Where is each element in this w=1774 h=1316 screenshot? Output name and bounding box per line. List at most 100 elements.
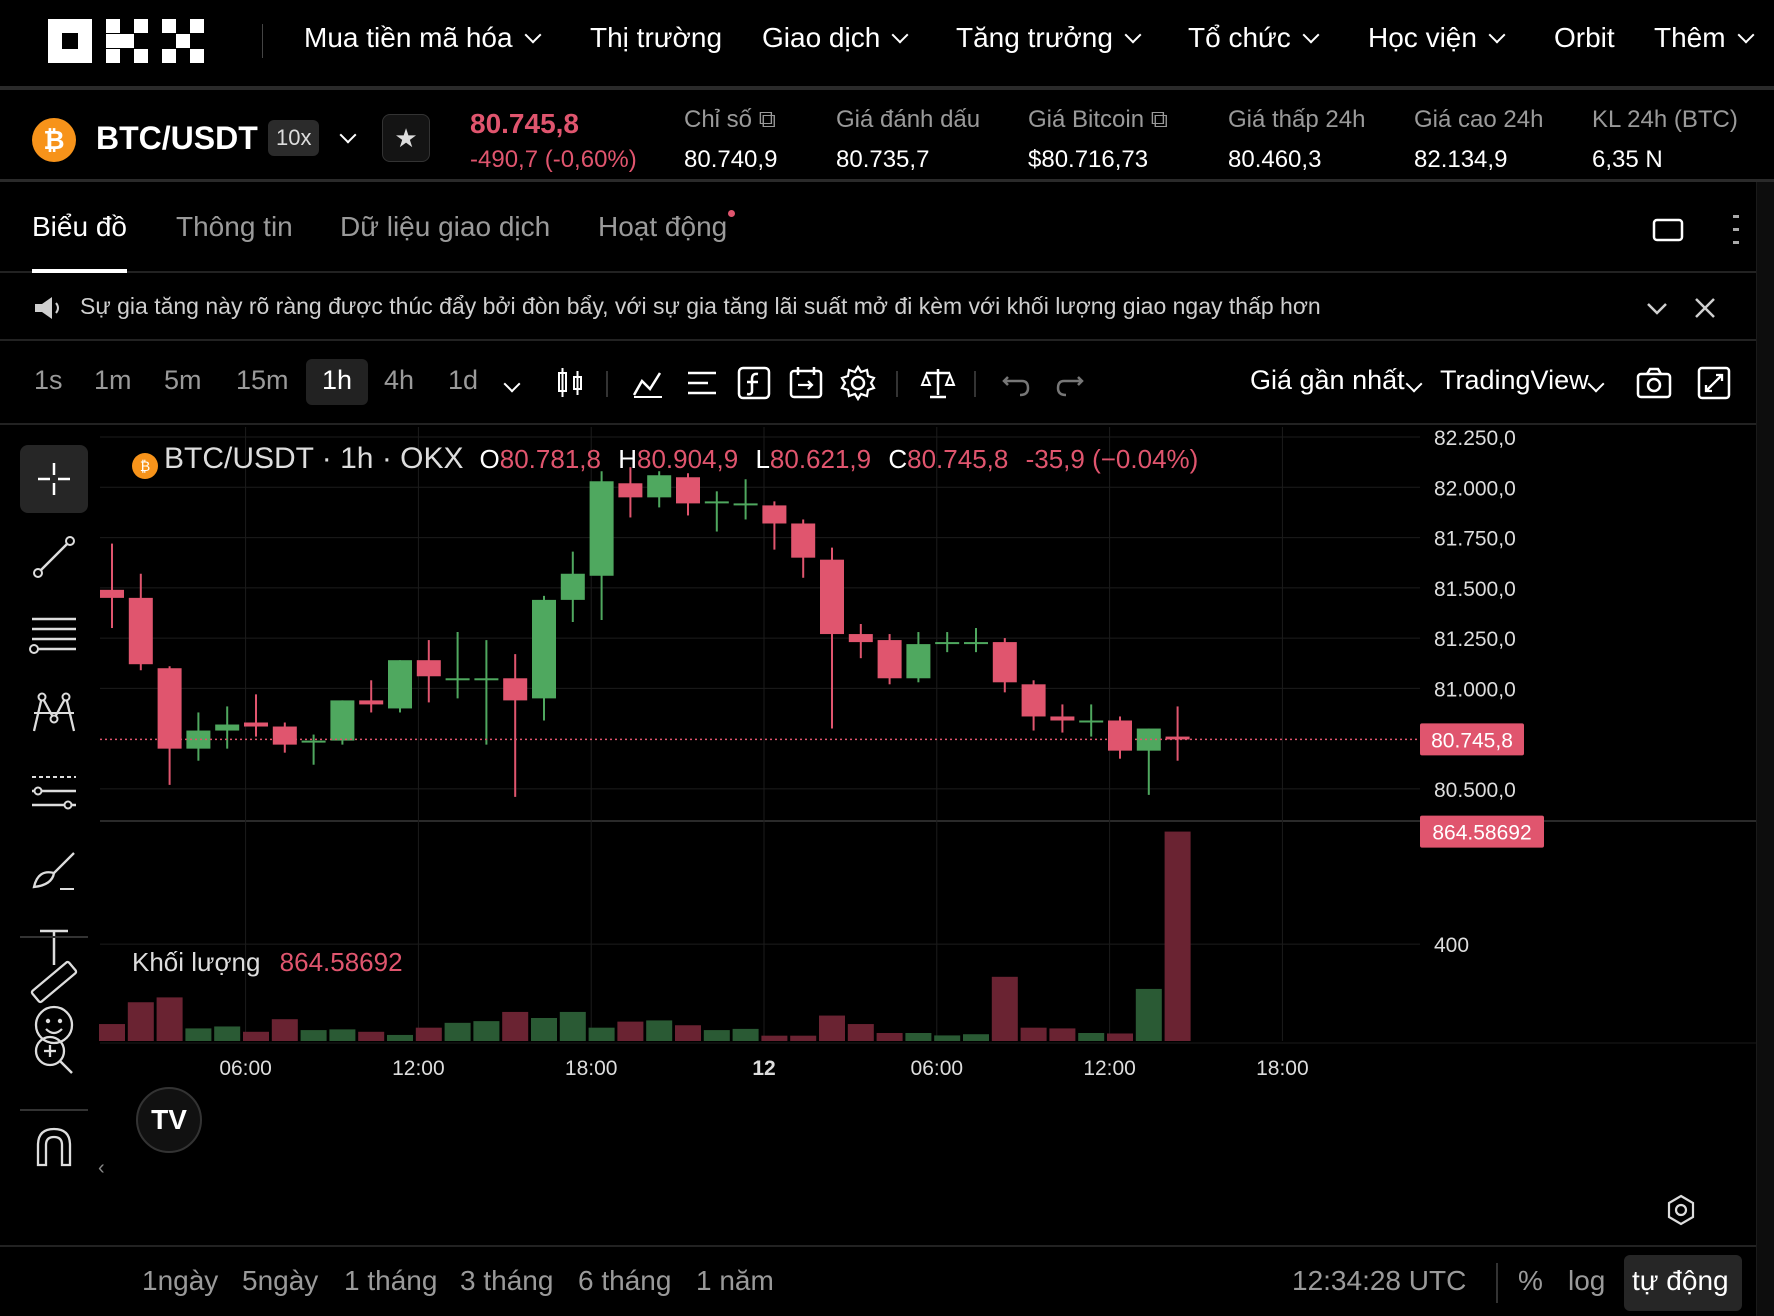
fullscreen-icon[interactable] bbox=[1694, 363, 1734, 403]
indicators-icon[interactable] bbox=[628, 363, 668, 403]
timeframe-more-chevron[interactable] bbox=[502, 375, 521, 395]
pair-selector-chevron[interactable] bbox=[338, 126, 357, 146]
price-change: -490,7 (-0,60%) bbox=[470, 146, 637, 173]
timeframe-1h[interactable]: 1h bbox=[322, 365, 353, 395]
volume-bar bbox=[732, 1028, 759, 1041]
scroll-left-chevron-icon[interactable]: ‹ bbox=[98, 1157, 105, 1179]
close-icon[interactable] bbox=[1692, 295, 1718, 326]
tab-info[interactable]: Thông tin bbox=[176, 211, 293, 242]
activity-notification-dot bbox=[728, 210, 735, 217]
log-toggle[interactable]: log bbox=[1568, 1265, 1606, 1296]
chevron-down-icon bbox=[891, 26, 909, 44]
auto-toggle[interactable]: tự động bbox=[1632, 1265, 1729, 1296]
more-vertical-icon[interactable] bbox=[1730, 213, 1742, 252]
volume-bar bbox=[243, 1031, 269, 1041]
percent-toggle[interactable]: % bbox=[1518, 1265, 1543, 1296]
range-6m[interactable]: 6 tháng bbox=[578, 1265, 672, 1296]
scale-balance-icon[interactable] bbox=[918, 363, 958, 403]
price-type-chevron[interactable] bbox=[1404, 375, 1423, 395]
content-tabs: Biểu đồ Thông tin Dữ liệu giao dịch Hoạt… bbox=[0, 185, 1756, 273]
function-icon[interactable] bbox=[734, 363, 774, 403]
time-tick-label: 12:00 bbox=[1083, 1057, 1136, 1080]
candle-body bbox=[1165, 736, 1190, 740]
layout-icon[interactable] bbox=[1652, 217, 1684, 248]
range-1m[interactable]: 1 tháng bbox=[344, 1265, 438, 1296]
timeframe-1s[interactable]: 1s bbox=[34, 365, 63, 395]
pattern-icon[interactable] bbox=[24, 683, 84, 743]
tab-chart[interactable]: Biểu đồ bbox=[32, 211, 127, 242]
crosshair-icon[interactable] bbox=[24, 449, 84, 509]
forecast-icon[interactable] bbox=[24, 761, 84, 821]
tab-activity[interactable]: Hoạt động bbox=[598, 211, 728, 242]
timeframe-1m[interactable]: 1m bbox=[94, 365, 132, 395]
magnet-icon[interactable] bbox=[24, 1117, 84, 1177]
undo-icon[interactable] bbox=[996, 363, 1036, 403]
candle-body bbox=[820, 559, 844, 635]
candle-body bbox=[647, 475, 672, 498]
range-1d[interactable]: 1ngày bbox=[142, 1265, 219, 1296]
stat-index-label[interactable]: Chỉ số ⧉ bbox=[684, 106, 776, 134]
tab-trade-data[interactable]: Dữ liệu giao dịch bbox=[340, 211, 551, 242]
range-5d[interactable]: 5ngày bbox=[242, 1265, 319, 1296]
expand-chevron-icon[interactable] bbox=[1644, 295, 1670, 326]
timeframe-4h[interactable]: 4h bbox=[384, 365, 415, 395]
tradingview-logo-icon[interactable]: TV bbox=[136, 1087, 202, 1153]
calendar-compare-icon[interactable] bbox=[786, 363, 826, 403]
settings-gear-icon[interactable] bbox=[838, 363, 878, 403]
toolbar-divider bbox=[896, 371, 898, 397]
candle-body bbox=[445, 678, 470, 681]
auto-toggle-bg bbox=[1624, 1255, 1742, 1311]
brush-icon[interactable] bbox=[24, 839, 84, 899]
timeframe-5m[interactable]: 5m bbox=[164, 365, 202, 395]
nav-label: Học viện bbox=[1368, 22, 1477, 53]
chart-engine-select[interactable]: TradingView bbox=[1440, 365, 1589, 395]
legend-c-label: C bbox=[888, 443, 908, 474]
clock-time[interactable]: 12:34:28 UTC bbox=[1292, 1265, 1467, 1296]
range-3m[interactable]: 3 tháng bbox=[460, 1265, 554, 1296]
nav-orbit[interactable]: Orbit bbox=[1554, 22, 1615, 54]
ruler-icon[interactable] bbox=[24, 951, 84, 1011]
timeframe-1d[interactable]: 1d bbox=[448, 365, 479, 395]
megaphone-icon bbox=[32, 293, 62, 328]
candle-type-icon[interactable] bbox=[550, 363, 590, 403]
price-type-select[interactable]: Giá gần nhất bbox=[1250, 365, 1405, 395]
nav-growth[interactable]: Tăng trưởng bbox=[956, 22, 1142, 54]
announcement-bar: Sự gia tăng này rõ ràng được thúc đẩy bở… bbox=[0, 275, 1756, 341]
okx-logo[interactable] bbox=[48, 19, 208, 65]
axis-settings-icon[interactable] bbox=[1664, 1193, 1698, 1232]
nav-more[interactable]: Thêm bbox=[1654, 22, 1755, 54]
stat-bitcoin-label[interactable]: Giá Bitcoin ⧉ bbox=[1028, 106, 1168, 134]
nav-buy-crypto[interactable]: Mua tiền mã hóa bbox=[304, 22, 542, 54]
favorite-star-icon[interactable]: ★ bbox=[382, 114, 430, 162]
zoom-in-icon[interactable] bbox=[24, 1025, 84, 1085]
nav-trade[interactable]: Giao dịch bbox=[762, 22, 909, 54]
redo-icon[interactable] bbox=[1050, 363, 1090, 403]
camera-icon[interactable] bbox=[1634, 363, 1674, 403]
legend-open: 80.781,8 bbox=[499, 443, 601, 474]
nav-academy[interactable]: Học viện bbox=[1368, 22, 1506, 54]
candle-body bbox=[503, 678, 528, 701]
nav-markets[interactable]: Thị trường bbox=[590, 22, 722, 54]
pair-name[interactable]: BTC/USDT bbox=[96, 120, 258, 156]
page-scrollbar[interactable] bbox=[1756, 182, 1774, 1316]
stat-label-text: Chỉ số bbox=[684, 106, 753, 133]
external-link-icon: ⧉ bbox=[758, 106, 776, 133]
nav-institutions[interactable]: Tổ chức bbox=[1188, 22, 1320, 54]
emoji-icon[interactable] bbox=[24, 995, 84, 1055]
list-icon[interactable] bbox=[682, 363, 722, 403]
price-tick-label: 82.000,0 bbox=[1434, 477, 1516, 500]
candle-body bbox=[301, 740, 326, 743]
volume-bar bbox=[387, 1034, 413, 1041]
volume-bar bbox=[358, 1031, 385, 1041]
range-1y[interactable]: 1 năm bbox=[696, 1265, 774, 1296]
timeframe-15m[interactable]: 15m bbox=[236, 365, 289, 395]
nav-label: Orbit bbox=[1554, 22, 1615, 53]
toolbar-divider bbox=[606, 371, 608, 397]
candle-body bbox=[992, 642, 1017, 683]
chart-engine-chevron[interactable] bbox=[1586, 375, 1605, 395]
nav-label: Tổ chức bbox=[1188, 22, 1291, 53]
fib-lines-icon[interactable] bbox=[24, 605, 84, 665]
chart-canvas[interactable]: 82.250,0 82.000,0 81.750,0 81.500,0 81.250,0… bbox=[0, 427, 1756, 1245]
trend-line-icon[interactable] bbox=[24, 527, 84, 587]
chart-area[interactable]: 82.250,0 82.000,0 81.750,0 81.500,0 81.250,0… bbox=[0, 427, 1756, 1245]
